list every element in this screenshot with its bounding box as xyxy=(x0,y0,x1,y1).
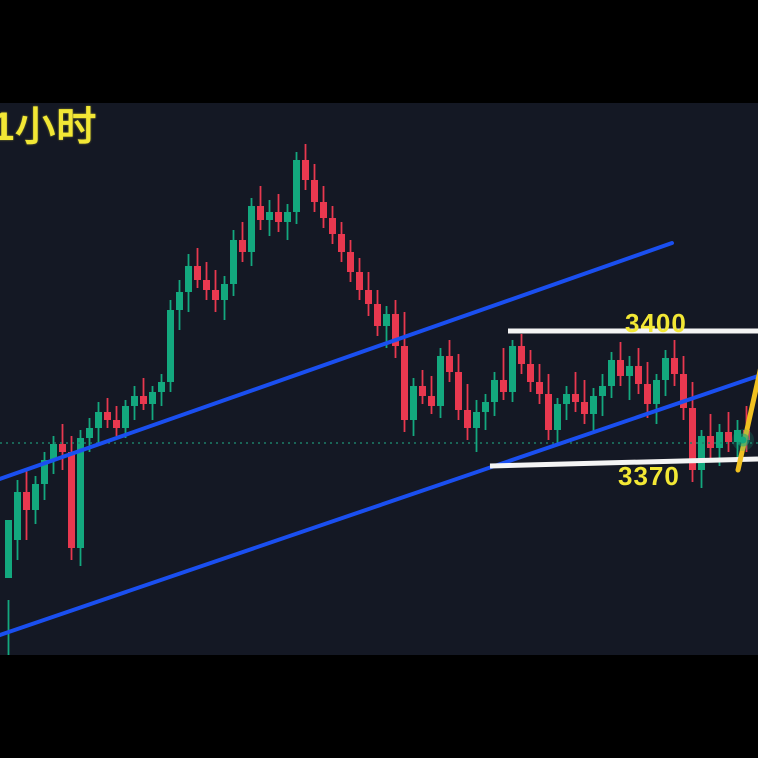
current-price-marker xyxy=(732,429,754,451)
candlestick-chart-panel[interactable] xyxy=(0,103,758,655)
support-price-label: 3370 xyxy=(618,461,680,491)
candlestick-series xyxy=(5,144,750,655)
letterbox-bottom-bar xyxy=(0,655,758,758)
letterbox-top-bar xyxy=(0,0,758,103)
blue-channel-trendlines[interactable] xyxy=(0,241,758,638)
chart-canvas[interactable] xyxy=(0,103,758,655)
resistance-price-label: 3400 xyxy=(625,308,687,338)
white-range-lines[interactable] xyxy=(489,328,758,469)
timeframe-title-label: 1小时 xyxy=(0,105,98,149)
yellow-forecast-line xyxy=(735,368,758,473)
